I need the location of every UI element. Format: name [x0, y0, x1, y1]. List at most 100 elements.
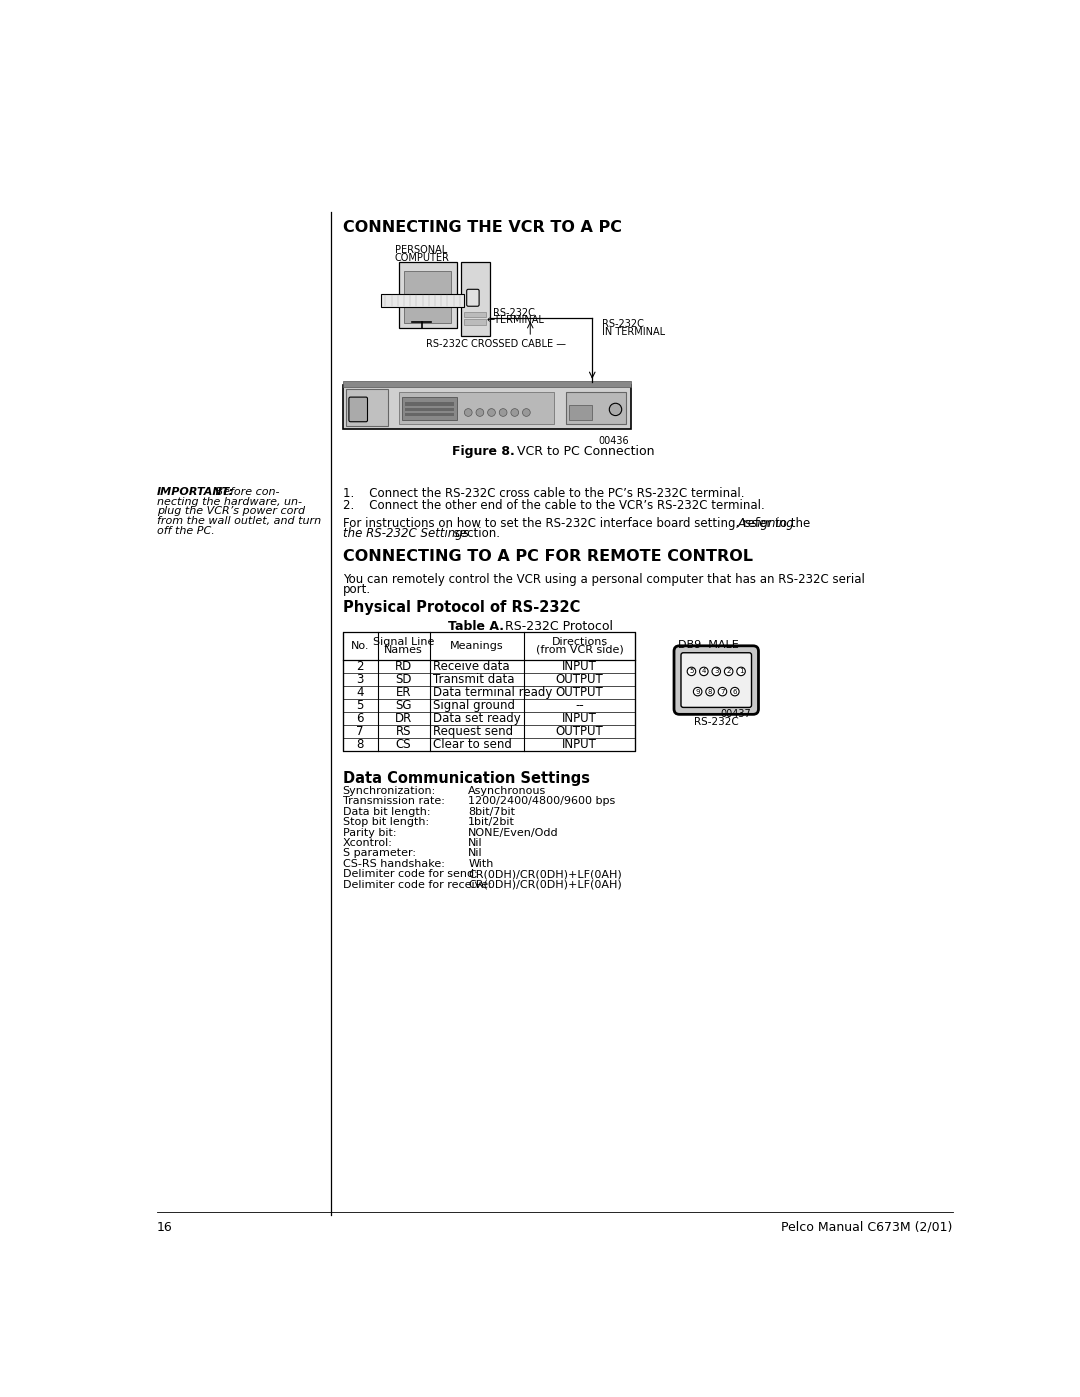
- FancyBboxPatch shape: [467, 289, 480, 306]
- Text: CS-RS handshake:: CS-RS handshake:: [342, 859, 445, 869]
- Bar: [403, 397, 457, 420]
- Text: 00436: 00436: [598, 436, 630, 446]
- Text: With: With: [469, 859, 494, 869]
- Text: plug the VCR’s power cord: plug the VCR’s power cord: [157, 507, 305, 517]
- Circle shape: [693, 687, 702, 696]
- Bar: [405, 414, 454, 416]
- Text: CS: CS: [395, 738, 411, 752]
- Text: No.: No.: [351, 641, 369, 651]
- Text: 2: 2: [356, 659, 364, 673]
- Text: Signal ground: Signal ground: [433, 698, 515, 712]
- Text: Synchronization:: Synchronization:: [342, 787, 436, 796]
- Bar: [342, 381, 631, 387]
- Bar: [399, 391, 554, 425]
- Text: port.: port.: [342, 584, 370, 597]
- Text: 3: 3: [714, 668, 718, 675]
- Circle shape: [737, 668, 745, 676]
- Text: SG: SG: [395, 698, 411, 712]
- Text: For instructions on how to set the RS-232C interface board setting, refer to the: For instructions on how to set the RS-23…: [342, 517, 813, 531]
- Text: 00437: 00437: [720, 708, 751, 719]
- Text: Receive data: Receive data: [433, 659, 510, 673]
- Text: 8bit/7bit: 8bit/7bit: [469, 806, 515, 817]
- Text: Directions: Directions: [552, 637, 608, 647]
- Circle shape: [730, 687, 739, 696]
- Circle shape: [511, 409, 518, 416]
- Text: 7: 7: [720, 689, 725, 694]
- Text: Request send: Request send: [433, 725, 513, 738]
- Text: Nil: Nil: [469, 848, 483, 858]
- Text: --: --: [575, 698, 584, 712]
- FancyBboxPatch shape: [674, 645, 758, 714]
- Text: S parameter:: S parameter:: [342, 848, 416, 858]
- Bar: [342, 631, 635, 752]
- Text: NONE/Even/Odd: NONE/Even/Odd: [469, 827, 558, 838]
- Text: INPUT: INPUT: [562, 712, 597, 725]
- Text: Stop bit length:: Stop bit length:: [342, 817, 429, 827]
- Circle shape: [488, 409, 496, 416]
- Text: 1.    Connect the RS-232C cross cable to the PC’s RS-232C terminal.: 1. Connect the RS-232C cross cable to th…: [342, 488, 744, 500]
- Text: 8: 8: [707, 689, 713, 694]
- Text: Asynchronous: Asynchronous: [469, 787, 546, 796]
- Bar: [464, 313, 486, 317]
- Text: RS-232C: RS-232C: [693, 717, 739, 726]
- Text: 3: 3: [356, 673, 364, 686]
- Circle shape: [718, 687, 727, 696]
- Text: 1: 1: [739, 668, 743, 675]
- Text: 8: 8: [356, 738, 364, 752]
- Bar: [405, 408, 454, 411]
- Text: 2: 2: [727, 668, 731, 675]
- Bar: [404, 271, 451, 323]
- Circle shape: [725, 668, 733, 676]
- Text: RS-232C: RS-232C: [494, 307, 535, 317]
- Text: Before con-: Before con-: [213, 488, 280, 497]
- Text: the RS-232C Settings: the RS-232C Settings: [342, 527, 469, 541]
- Circle shape: [476, 409, 484, 416]
- Text: DB9  MALE: DB9 MALE: [677, 640, 739, 650]
- Text: necting the hardware, un-: necting the hardware, un-: [157, 497, 301, 507]
- Text: Xcontrol:: Xcontrol:: [342, 838, 392, 848]
- Bar: [569, 405, 592, 420]
- Text: OUTPUT: OUTPUT: [555, 725, 604, 738]
- Text: 7: 7: [356, 725, 364, 738]
- Text: 1bit/2bit: 1bit/2bit: [469, 817, 515, 827]
- Text: CONNECTING TO A PC FOR REMOTE CONTROL: CONNECTING TO A PC FOR REMOTE CONTROL: [342, 549, 753, 564]
- Circle shape: [523, 409, 530, 416]
- Text: 6: 6: [732, 689, 737, 694]
- Circle shape: [706, 687, 714, 696]
- Bar: [464, 320, 486, 326]
- Circle shape: [464, 409, 472, 416]
- Text: DR: DR: [395, 712, 413, 725]
- Bar: [342, 384, 631, 429]
- Text: RS-232C CROSSED CABLE —: RS-232C CROSSED CABLE —: [426, 338, 566, 349]
- Text: Pelco Manual C673M (2/01): Pelco Manual C673M (2/01): [781, 1221, 953, 1234]
- Text: Physical Protocol of RS-232C: Physical Protocol of RS-232C: [342, 601, 580, 616]
- Text: Delimiter code for send:: Delimiter code for send:: [342, 869, 477, 879]
- FancyBboxPatch shape: [349, 397, 367, 422]
- Text: INPUT: INPUT: [562, 738, 597, 752]
- Circle shape: [609, 404, 622, 415]
- Text: OUTPUT: OUTPUT: [555, 686, 604, 698]
- Text: Meanings: Meanings: [450, 641, 503, 651]
- Bar: [346, 388, 389, 426]
- FancyBboxPatch shape: [399, 263, 457, 328]
- Text: IMPORTANT:: IMPORTANT:: [157, 488, 234, 497]
- Bar: [566, 391, 626, 425]
- Text: 6: 6: [356, 712, 364, 725]
- Text: You can remotely control the VCR using a personal computer that has an RS-232C s: You can remotely control the VCR using a…: [342, 573, 865, 587]
- Text: OUTPUT: OUTPUT: [555, 673, 604, 686]
- Text: Assigning: Assigning: [738, 517, 795, 531]
- Text: ER: ER: [395, 686, 411, 698]
- Text: off the PC.: off the PC.: [157, 525, 215, 535]
- Text: section.: section.: [449, 527, 500, 541]
- Text: Data terminal ready: Data terminal ready: [433, 686, 553, 698]
- Text: SD: SD: [395, 673, 411, 686]
- Circle shape: [712, 668, 720, 676]
- Text: CONNECTING THE VCR TO A PC: CONNECTING THE VCR TO A PC: [342, 219, 622, 235]
- Text: from the wall outlet, and turn: from the wall outlet, and turn: [157, 515, 321, 527]
- Circle shape: [700, 668, 708, 676]
- Text: IN TERMINAL: IN TERMINAL: [603, 327, 665, 337]
- Text: 5: 5: [356, 698, 364, 712]
- Bar: [405, 402, 454, 405]
- Text: RS-232C: RS-232C: [603, 319, 644, 328]
- Text: RS-232C Protocol: RS-232C Protocol: [497, 620, 613, 633]
